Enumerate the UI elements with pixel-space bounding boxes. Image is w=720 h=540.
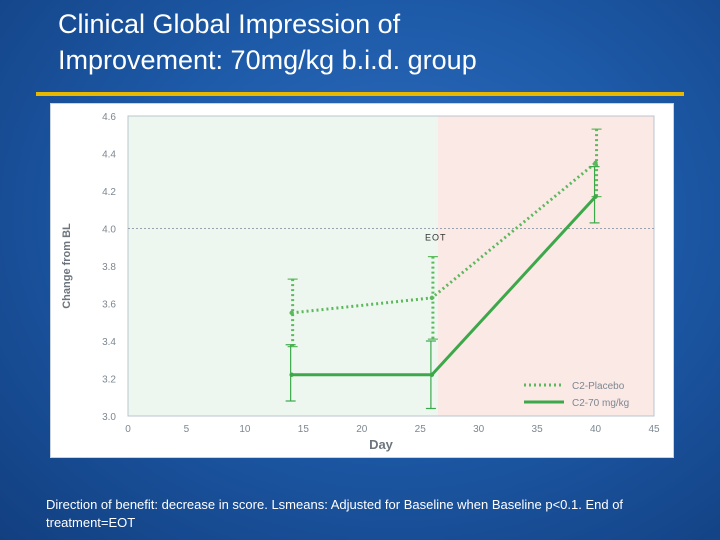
legend-label-placebo: C2-Placebo (572, 381, 625, 392)
y-tick-label: 3.6 (102, 300, 116, 311)
x-tick-label: 30 (473, 424, 485, 435)
y-tick-label: 4.6 (102, 112, 116, 123)
y-axis-label: Change from BL (61, 223, 73, 309)
placebo-data-point (593, 160, 598, 166)
y-tick-label: 4.4 (102, 150, 116, 161)
chart-panel: 3.0 3.2 3.4 3.6 3.8 4.0 4.2 4.4 4.6 0 5 10 15 20 25 30 3… (50, 103, 674, 458)
shaded-region-green (128, 116, 438, 416)
line-chart: 3.0 3.2 3.4 3.6 3.8 4.0 4.2 4.4 4.6 0 5 10 15 20 25 30 3… (61, 112, 660, 452)
y-tick-label: 3.8 (102, 262, 116, 273)
treatment-data-point (593, 194, 598, 199)
plot-frame (127, 115, 655, 417)
treatment-data-point (289, 372, 294, 377)
x-tick-label: 35 (532, 424, 544, 435)
slide-title: Clinical Global Impression of Improvemen… (58, 6, 477, 78)
y-tick-label: 3.4 (102, 337, 116, 348)
shaded-region-red (437, 116, 654, 416)
x-tick-label: 0 (125, 424, 131, 435)
slide-title-line-1: Clinical Global Impression of (58, 9, 401, 39)
x-tick-label: 15 (298, 424, 310, 435)
treatment-data-point (429, 372, 435, 377)
y-tick-label: 4.0 (102, 225, 116, 236)
x-tick-label: 20 (356, 424, 368, 435)
x-tick-label: 40 (590, 424, 602, 435)
y-tick-label: 3.2 (102, 375, 116, 386)
x-tick-label: 45 (648, 424, 660, 435)
y-tick-label: 4.2 (102, 187, 116, 198)
title-underline (36, 92, 684, 96)
placebo-data-point (289, 310, 294, 316)
legend-label-treatment: C2-70 mg/kg (572, 398, 629, 409)
eot-annotation: EOT (425, 233, 447, 243)
slide-title-line-2: Improvement: 70mg/kg b.i.d. group (58, 45, 477, 75)
placebo-data-point (429, 295, 435, 301)
x-axis-label: Day (369, 437, 394, 452)
x-tick-label: 10 (239, 424, 251, 435)
y-tick-label: 3.0 (102, 412, 116, 423)
x-tick-label: 5 (184, 424, 190, 435)
x-tick-label: 25 (415, 424, 427, 435)
footnote: Direction of benefit: decrease in score.… (46, 497, 624, 530)
